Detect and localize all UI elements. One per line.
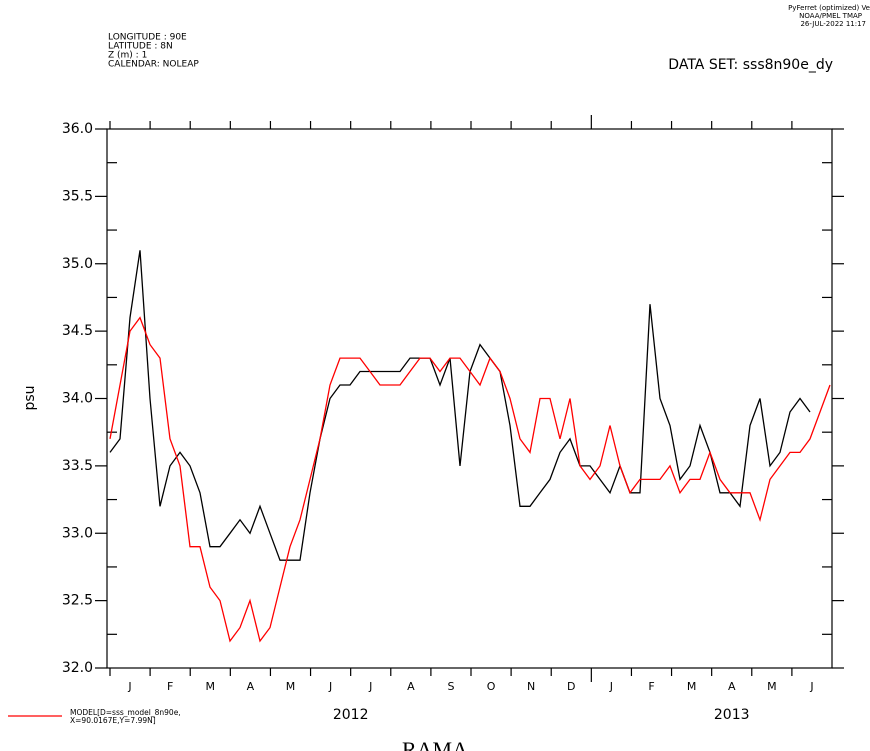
x-tick-label: F	[167, 680, 173, 693]
year-label: 2013	[714, 707, 750, 723]
x-tick-label: A	[247, 680, 255, 693]
info-line: Z (m) : 1	[108, 51, 147, 61]
y-tick-label: 35.5	[62, 188, 93, 204]
x-tick-label: M	[687, 680, 697, 693]
header-info: LONGITUDE : 90E LATITUDE : 8N Z (m) : 1 …	[108, 33, 199, 70]
y-tick-label: 33.5	[62, 458, 93, 474]
y-tick-label: 34.5	[62, 323, 93, 339]
series-line	[109, 250, 811, 561]
x-tick-label: A	[728, 680, 736, 693]
y-tick-label: 32.0	[62, 660, 93, 676]
x-tick-label: J	[368, 680, 372, 693]
x-tick-label: M	[286, 680, 296, 693]
dataset: DATA SET: sss8n90e_dy	[668, 57, 833, 73]
plot-frame	[106, 128, 833, 669]
series-line	[109, 316, 831, 643]
info-line: LATITUDE : 8N	[108, 42, 173, 52]
footer: RAMA	[402, 737, 468, 751]
x-tick-label: F	[648, 680, 654, 693]
y-tick-label: 35.0	[62, 256, 93, 272]
x-tick-label: N	[527, 680, 535, 693]
info-line: CALENDAR: NOLEAP	[108, 60, 199, 70]
y-tick-label: 36.0	[62, 121, 93, 137]
legend-label: X=90.0167E,Y=7.99N]	[70, 716, 156, 725]
y-tick-label: 34.0	[62, 391, 93, 407]
x-tick-label: J	[809, 680, 813, 693]
stamp: PyFerret (optimized) Ve	[788, 4, 870, 12]
x-tick-label: O	[487, 680, 496, 693]
y-tick-label: 32.5	[62, 593, 93, 609]
stamp: 26-JUL-2022 11:17	[800, 20, 866, 28]
x-tick-label: M	[767, 680, 777, 693]
x-tick-label: A	[407, 680, 415, 693]
y-axis-label: psu	[22, 385, 38, 410]
stamp: NOAA/PMEL TMAP	[799, 12, 862, 20]
info-line: LONGITUDE : 90E	[108, 33, 187, 43]
x-tick-label: S	[447, 680, 454, 693]
legend-label: MODEL[D=sss_model_8n90e,	[70, 708, 181, 717]
x-tick-label: J	[328, 680, 332, 693]
y-tick-label: 33.0	[62, 525, 93, 541]
x-tick-label: M	[206, 680, 216, 693]
year-label: 2012	[333, 707, 369, 723]
x-tick-label: D	[567, 680, 575, 693]
x-tick-label: J	[127, 680, 131, 693]
x-tick-label: J	[609, 680, 613, 693]
